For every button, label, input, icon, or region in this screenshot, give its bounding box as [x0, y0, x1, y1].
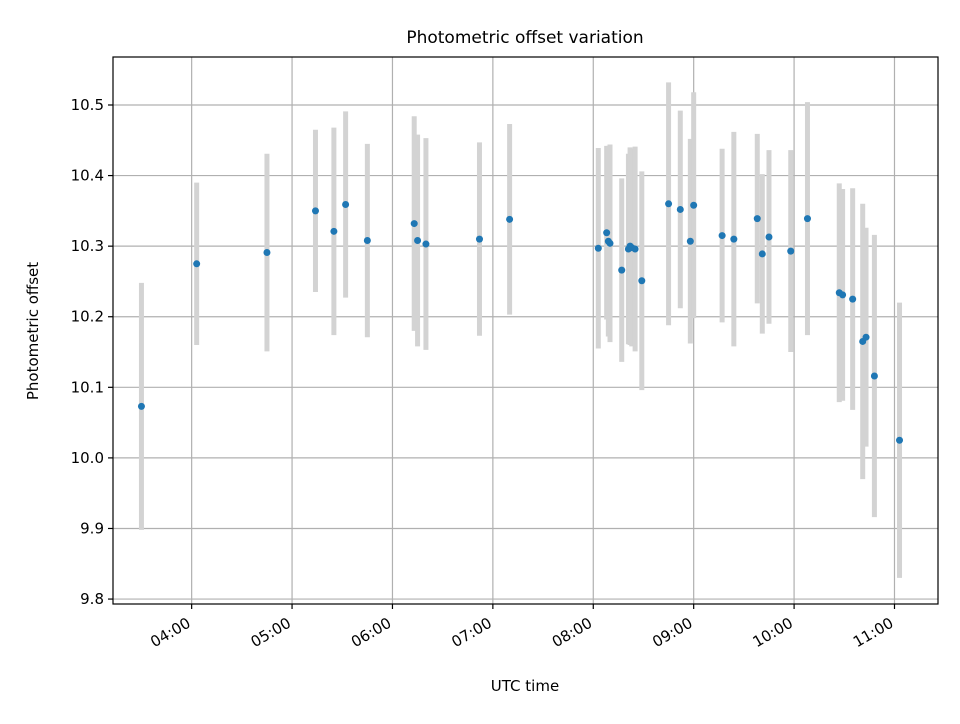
plot-frame [112, 56, 939, 605]
data-point [803, 215, 811, 223]
data-point [686, 237, 694, 245]
y-tick-label: 10.2 [71, 308, 104, 326]
data-point [422, 240, 430, 248]
data-point [618, 266, 626, 274]
y-tick-label: 10.5 [71, 96, 104, 114]
data-point [690, 201, 698, 209]
data-point [263, 249, 271, 257]
data-point [730, 235, 738, 243]
data-point [594, 244, 602, 252]
y-tick-label: 10.0 [71, 449, 104, 467]
y-tick-label: 10.1 [71, 378, 104, 396]
data-point [311, 207, 319, 215]
y-tick-label: 9.9 [80, 519, 104, 537]
y-tick-label: 10.4 [71, 167, 104, 185]
data-points [137, 200, 904, 444]
data-point [631, 245, 639, 253]
data-point [342, 201, 350, 209]
data-point [676, 205, 684, 213]
data-point [475, 235, 483, 243]
y-tick-label: 10.3 [71, 237, 104, 255]
data-point [753, 215, 761, 223]
data-point [363, 237, 371, 245]
data-point [787, 247, 795, 255]
data-point [718, 232, 726, 240]
data-point [839, 291, 847, 299]
data-point [758, 250, 766, 258]
data-point [603, 229, 611, 237]
data-point [606, 239, 614, 247]
data-point [665, 200, 673, 208]
data-point [414, 237, 422, 245]
data-point [870, 372, 878, 380]
data-point [330, 227, 338, 235]
x-axis-label: UTC time [491, 677, 559, 695]
data-point [896, 436, 904, 444]
y-axis-label: Photometric offset [24, 262, 42, 400]
data-point [506, 215, 514, 223]
data-point [765, 233, 773, 241]
grid-lines [113, 57, 938, 604]
chart-title: Photometric offset variation [406, 28, 643, 48]
data-point [638, 277, 646, 285]
y-tick-label: 9.8 [80, 590, 104, 608]
data-point [193, 260, 201, 268]
plot-area [113, 57, 938, 604]
data-point [410, 220, 418, 228]
data-point [137, 402, 145, 410]
data-point [862, 333, 870, 341]
data-point [849, 295, 857, 303]
